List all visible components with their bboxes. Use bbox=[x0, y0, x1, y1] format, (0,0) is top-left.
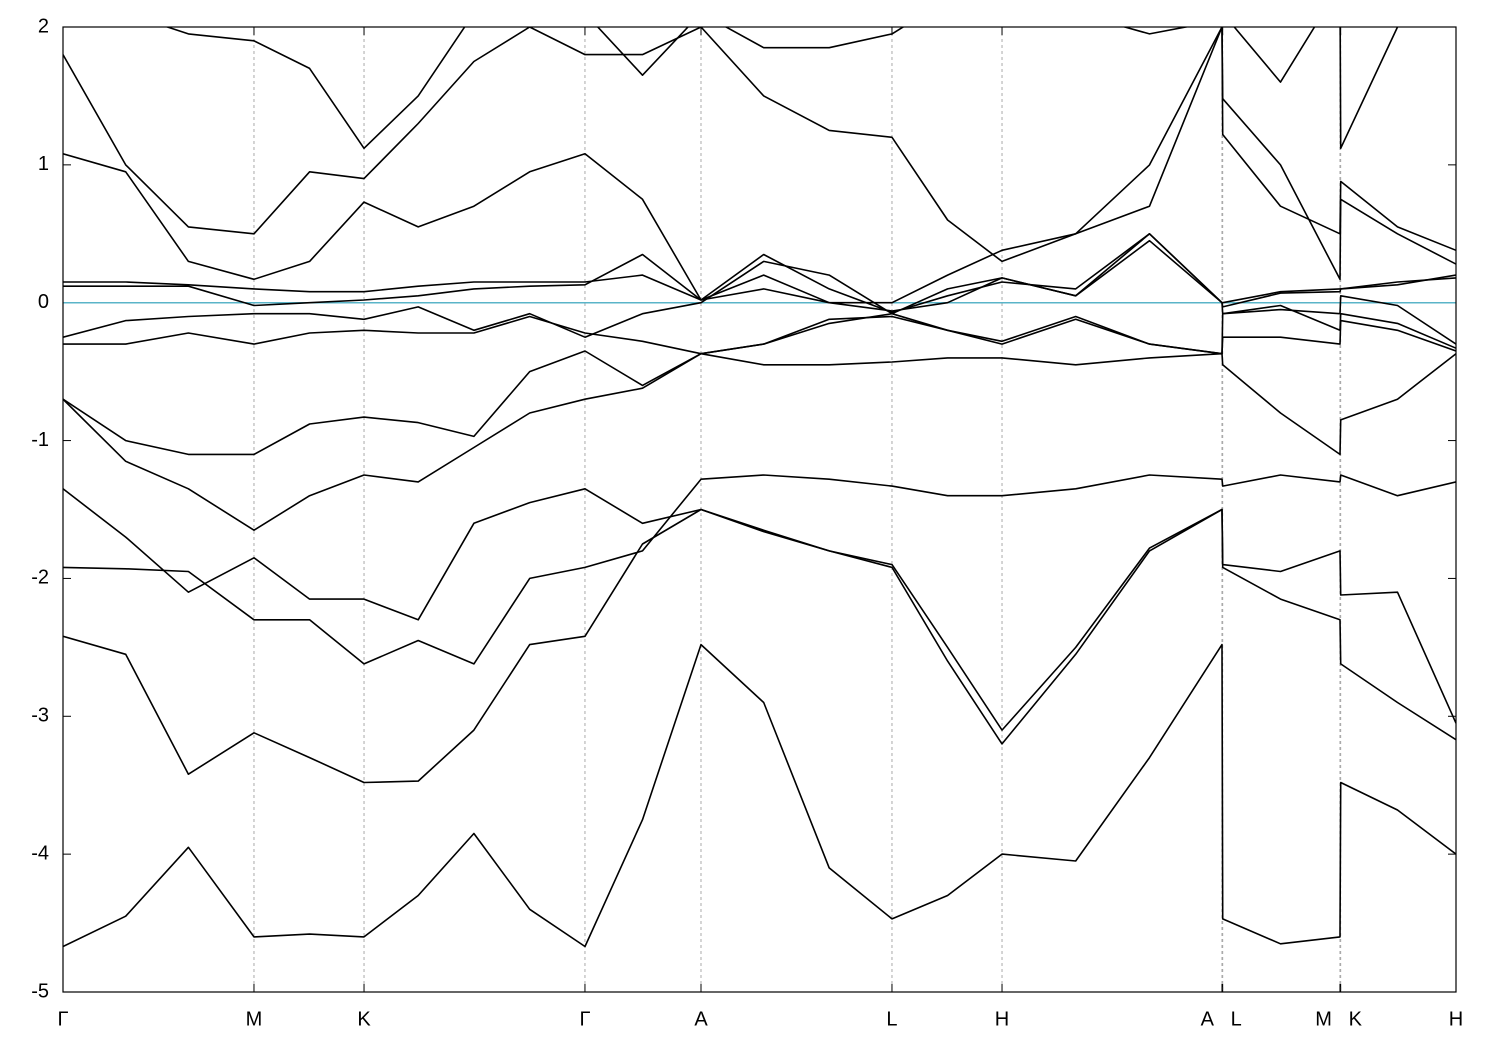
y-tick-label: -1 bbox=[31, 429, 49, 451]
x-tick-label: A bbox=[694, 1008, 708, 1030]
x-tick-label: L bbox=[886, 1008, 897, 1030]
band-line bbox=[63, 474, 1456, 665]
y-tick-label: -5 bbox=[31, 980, 49, 1002]
plot-frame bbox=[62, 26, 1457, 993]
band-line bbox=[63, 352, 1456, 531]
x-tick-label: Γ bbox=[57, 1008, 68, 1030]
y-tick-label: 1 bbox=[38, 153, 49, 175]
y-tick-label: 0 bbox=[38, 291, 49, 313]
band-line bbox=[63, 27, 1456, 281]
band-line bbox=[63, 233, 1456, 314]
band-line bbox=[63, 315, 1456, 456]
band-line bbox=[63, 27, 1456, 304]
band-line bbox=[164, 27, 1399, 150]
x-tick-label: H bbox=[1449, 1008, 1463, 1030]
x-tick-label: H bbox=[995, 1008, 1009, 1030]
x-tick-label: M bbox=[246, 1008, 263, 1030]
x-tick-label: K bbox=[1349, 1008, 1363, 1030]
x-tick-label: Γ bbox=[579, 1008, 590, 1030]
band-line bbox=[63, 643, 1456, 948]
band-line bbox=[63, 304, 1456, 355]
bands bbox=[63, 27, 1456, 948]
band-line bbox=[63, 508, 1456, 784]
band-line bbox=[63, 233, 1456, 312]
y-tick-label: 2 bbox=[38, 15, 49, 37]
y-tick-label: -2 bbox=[31, 567, 49, 589]
y-tick-label: -4 bbox=[31, 842, 49, 864]
y-tick-label: -3 bbox=[31, 705, 49, 727]
x-tick-label: M bbox=[1315, 1008, 1332, 1030]
band-line bbox=[63, 239, 1456, 345]
x-tick-label: A bbox=[1201, 1008, 1215, 1030]
x-tick-label: L bbox=[1231, 1008, 1242, 1030]
x-tick-label: K bbox=[357, 1008, 371, 1030]
band-line bbox=[63, 488, 1456, 731]
